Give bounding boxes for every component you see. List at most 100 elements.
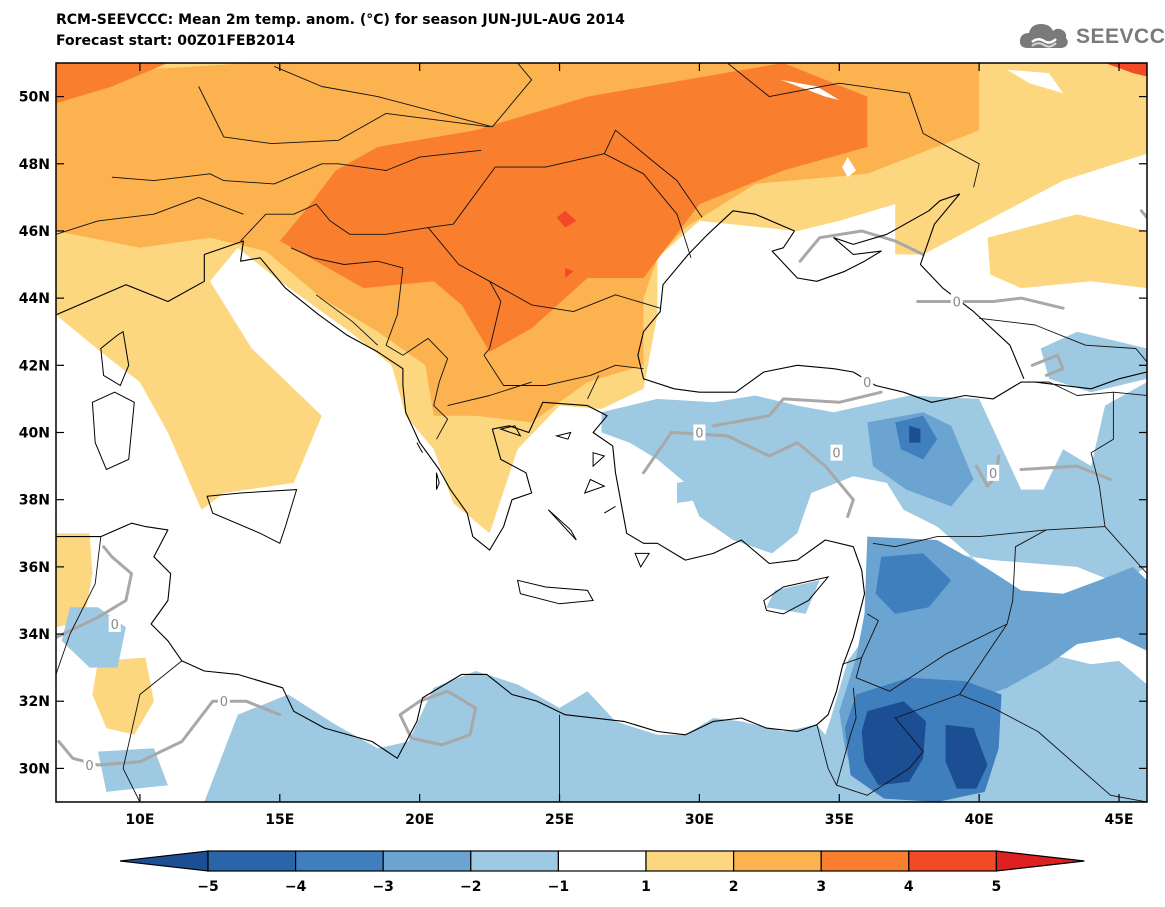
- contour-label: 0: [953, 295, 961, 310]
- anomaly-patch: [556, 210, 577, 228]
- lat-tick-label: 44N: [19, 291, 50, 307]
- country-border: [872, 526, 1106, 548]
- contour-label: 0: [111, 618, 119, 633]
- anomaly-patch: [909, 425, 921, 443]
- anomaly-patch: [56, 533, 93, 628]
- contour-label: 0: [832, 447, 840, 462]
- lon-tick-label: 40E: [965, 812, 994, 828]
- country-border: [1021, 381, 1147, 396]
- colorbar-label: 2: [729, 879, 739, 895]
- island-outline: [206, 489, 298, 545]
- water-body: [1007, 69, 1064, 94]
- zero-contour-line: [798, 229, 925, 263]
- colorbar-max-arrow: [995, 850, 1085, 872]
- country-border: [122, 660, 183, 802]
- logo-text: SEEVCCC: [1076, 25, 1165, 48]
- lat-tick-label: 30N: [19, 761, 50, 777]
- zero-contours: [56, 209, 1147, 767]
- lat-tick-label: 32N: [19, 694, 50, 710]
- island-outline: [547, 509, 577, 541]
- colorbar-label: −1: [548, 879, 569, 895]
- colorbar-label: 1: [641, 879, 651, 895]
- contour-label-bg: [83, 757, 96, 774]
- lon-tick-label: 15E: [265, 812, 294, 828]
- water-body: [780, 79, 840, 100]
- anomaly-patch: [1105, 63, 1147, 77]
- island-outline: [554, 431, 572, 440]
- anomaly-patch: [565, 267, 574, 278]
- country-border: [198, 86, 490, 145]
- country-border: [727, 63, 980, 188]
- anomaly-patch: [867, 412, 974, 507]
- contour-label-bg: [950, 293, 963, 310]
- country-border: [603, 129, 703, 218]
- colorbar-swatch: [908, 850, 997, 872]
- country-border: [489, 280, 661, 313]
- island-outline: [91, 391, 135, 471]
- contour-label-bg: [830, 444, 843, 461]
- colorbar-swatch: [470, 850, 559, 872]
- colorbar-label: −5: [197, 879, 218, 895]
- country-border: [240, 203, 387, 242]
- country-border: [386, 166, 496, 235]
- colorbar-label: −3: [372, 879, 393, 895]
- zero-contour-line: [711, 390, 883, 428]
- country-border: [402, 337, 449, 440]
- zero-contour-line: [916, 296, 1065, 310]
- island-outline: [583, 478, 606, 494]
- colorbar-label: −2: [460, 879, 481, 895]
- lat-tick-label: 50N: [19, 90, 50, 106]
- colorbar-label: 5: [992, 879, 1002, 895]
- colorbar-swatch: [207, 850, 297, 872]
- coastlines: [56, 193, 1147, 759]
- colorbar-swatch: [732, 850, 822, 872]
- cloud-icon: [1019, 24, 1068, 48]
- coastline: [56, 240, 866, 759]
- island-outline: [499, 425, 522, 437]
- colorbar-swatch: [557, 850, 647, 872]
- country-border: [979, 317, 1147, 363]
- anomaly-patch: [92, 657, 154, 735]
- map-plot-area: 0 0 0 0 0 0 0 0: [56, 63, 1147, 802]
- country-border: [56, 536, 102, 675]
- contour-label: 0: [863, 376, 871, 391]
- contour-label-bg: [217, 693, 230, 710]
- country-border: [841, 613, 879, 665]
- anomaly-patch: [987, 214, 1147, 289]
- country-border: [111, 163, 339, 185]
- contour-label-bg: [861, 374, 874, 391]
- anomaly-patch: [98, 748, 168, 792]
- lon-tick-label: 35E: [825, 812, 854, 828]
- contour-label: 0: [220, 695, 228, 710]
- country-border: [587, 375, 600, 400]
- lat-tick-label: 40N: [19, 426, 50, 442]
- zero-contour-line: [1019, 464, 1113, 481]
- lon-tick-label: 45E: [1105, 812, 1134, 828]
- anomaly-shading: [56, 63, 1147, 802]
- country-border: [447, 381, 532, 407]
- colorbar-swatch: [645, 850, 735, 872]
- zero-contour-line: [398, 689, 478, 747]
- country-border: [385, 267, 404, 356]
- island-outline: [436, 472, 440, 490]
- zero-contour-line: [56, 545, 133, 639]
- colorbar-swatch: [820, 850, 910, 872]
- lon-tick-label: 30E: [685, 812, 714, 828]
- lon-tick-label: 25E: [545, 812, 574, 828]
- island-outline: [100, 330, 130, 387]
- colorbar-swatch: [295, 850, 384, 872]
- country-border: [959, 694, 1147, 802]
- colorbar-label: −4: [285, 879, 307, 895]
- lon-tick-label: 20E: [405, 812, 434, 828]
- water-body: [842, 157, 857, 178]
- island-outline: [592, 452, 606, 468]
- colorbar-label: 3: [816, 879, 826, 895]
- country-border: [889, 529, 1047, 692]
- country-border: [338, 149, 482, 171]
- contour-label-bg: [987, 464, 1000, 481]
- anomaly-patch: [861, 701, 926, 786]
- colorbar: −5 −4 −3 −2 −1 1 2 3 4 5: [119, 850, 1085, 895]
- lat-tick-label: 36N: [19, 560, 50, 576]
- lat-tick-label: 34N: [19, 627, 50, 643]
